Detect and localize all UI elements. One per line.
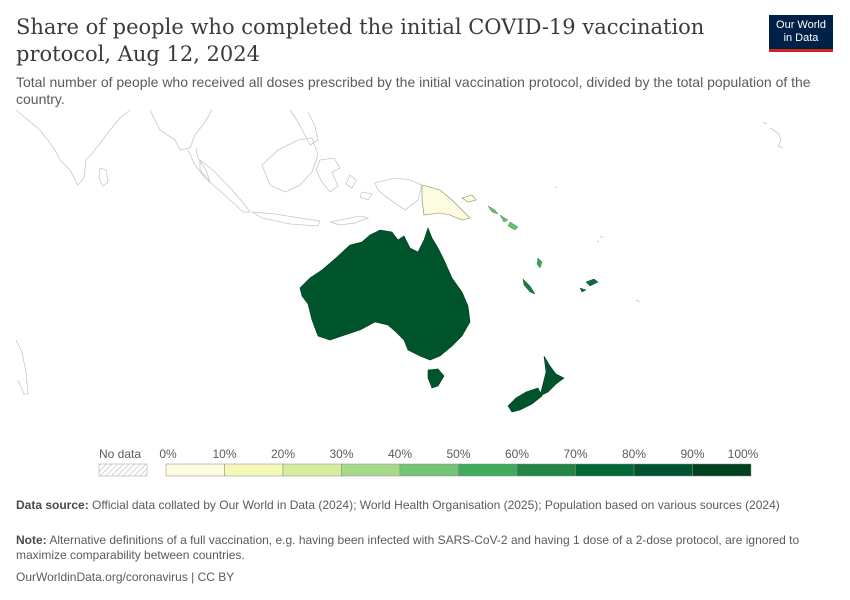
legend-bin-7[interactable] bbox=[575, 463, 635, 477]
south-asia-outline bbox=[15, 109, 131, 186]
chart-subtitle: Total number of people who received all … bbox=[16, 74, 811, 107]
logo-line-2: in Data bbox=[783, 32, 819, 44]
legend-tick-label: 30% bbox=[329, 447, 354, 461]
legend-tick-label: 40% bbox=[387, 447, 413, 461]
south-america-outline bbox=[15, 339, 29, 395]
pacific-islet-3 bbox=[635, 299, 641, 303]
hawaii-outline bbox=[762, 121, 784, 149]
legend-bin-1[interactable] bbox=[224, 463, 284, 477]
legend-tick-label: 50% bbox=[446, 447, 471, 461]
moluccas-outline bbox=[345, 174, 373, 201]
legend-tick-label: 100% bbox=[727, 447, 759, 461]
country-australia[interactable] bbox=[299, 227, 471, 361]
data-source-note: Data source: Official data collated by O… bbox=[16, 498, 816, 513]
note-text: Alternative definitions of a full vaccin… bbox=[16, 533, 800, 562]
country-new-zealand-south[interactable] bbox=[507, 387, 543, 413]
sulawesi-outline bbox=[315, 157, 341, 193]
chart-title: Share of people who completed the initia… bbox=[16, 15, 705, 66]
data-source-label: Data source: bbox=[16, 498, 89, 512]
borneo-outline bbox=[261, 137, 319, 193]
country-papua-new-guinea[interactable] bbox=[421, 184, 477, 221]
java-outline bbox=[251, 211, 321, 227]
country-solomon-islands[interactable] bbox=[487, 205, 519, 231]
data-source-text: Official data collated by Our World in D… bbox=[92, 498, 780, 512]
legend-tick-label: 90% bbox=[680, 447, 705, 461]
country-new-zealand-north[interactable] bbox=[539, 355, 565, 397]
owid-logo[interactable]: Our World in Data bbox=[769, 15, 833, 52]
indochina-outline bbox=[149, 109, 213, 151]
legend-bin-8[interactable] bbox=[633, 463, 693, 477]
country-vanuatu[interactable] bbox=[536, 257, 543, 269]
country-australia-tasmania[interactable] bbox=[427, 368, 445, 389]
legend-no-data-swatch bbox=[98, 463, 148, 477]
legend-no-data-label: No data bbox=[99, 447, 142, 461]
legend-tick-label: 10% bbox=[212, 447, 237, 461]
legend-bin-9[interactable] bbox=[692, 463, 752, 477]
map-legend: No data 0% 10% 20% 30% 40% 50% 60% 70% 80% 90% 100… bbox=[0, 440, 850, 480]
legend-bin-2[interactable] bbox=[282, 463, 342, 477]
no-data-outlines bbox=[15, 109, 784, 395]
legend-bin-5[interactable] bbox=[458, 463, 518, 477]
country-new-caledonia[interactable] bbox=[522, 278, 536, 295]
world-map[interactable] bbox=[0, 108, 850, 438]
sri-lanka-outline bbox=[98, 167, 109, 187]
legend-bin-4[interactable] bbox=[399, 463, 459, 477]
legend-tick-label: 20% bbox=[270, 447, 296, 461]
legend-bin-0[interactable] bbox=[165, 463, 225, 477]
country-fiji[interactable] bbox=[579, 278, 599, 293]
source-url[interactable]: OurWorldinData.org/coronavirus | CC BY bbox=[16, 570, 235, 584]
sumatra-outline bbox=[199, 159, 251, 213]
legend-bin-3[interactable] bbox=[341, 463, 401, 477]
legend-swatches bbox=[98, 463, 752, 477]
philippines-outline bbox=[289, 109, 319, 146]
legend-tick-label: 80% bbox=[621, 447, 647, 461]
legend-tick-label: 0% bbox=[159, 447, 177, 461]
legend-bin-6[interactable] bbox=[516, 463, 576, 477]
legend-tick-label: 60% bbox=[504, 447, 530, 461]
pacific-islet-1 bbox=[554, 186, 558, 189]
papua-west-outline bbox=[374, 177, 423, 211]
timor-outline bbox=[329, 215, 370, 226]
methodology-note: Note: Alternative definitions of a full … bbox=[16, 533, 816, 563]
legend-tick-label: 70% bbox=[563, 447, 588, 461]
logo-line-1: Our World bbox=[776, 19, 826, 31]
pacific-islet-2 bbox=[596, 235, 604, 243]
note-label: Note: bbox=[16, 533, 47, 547]
